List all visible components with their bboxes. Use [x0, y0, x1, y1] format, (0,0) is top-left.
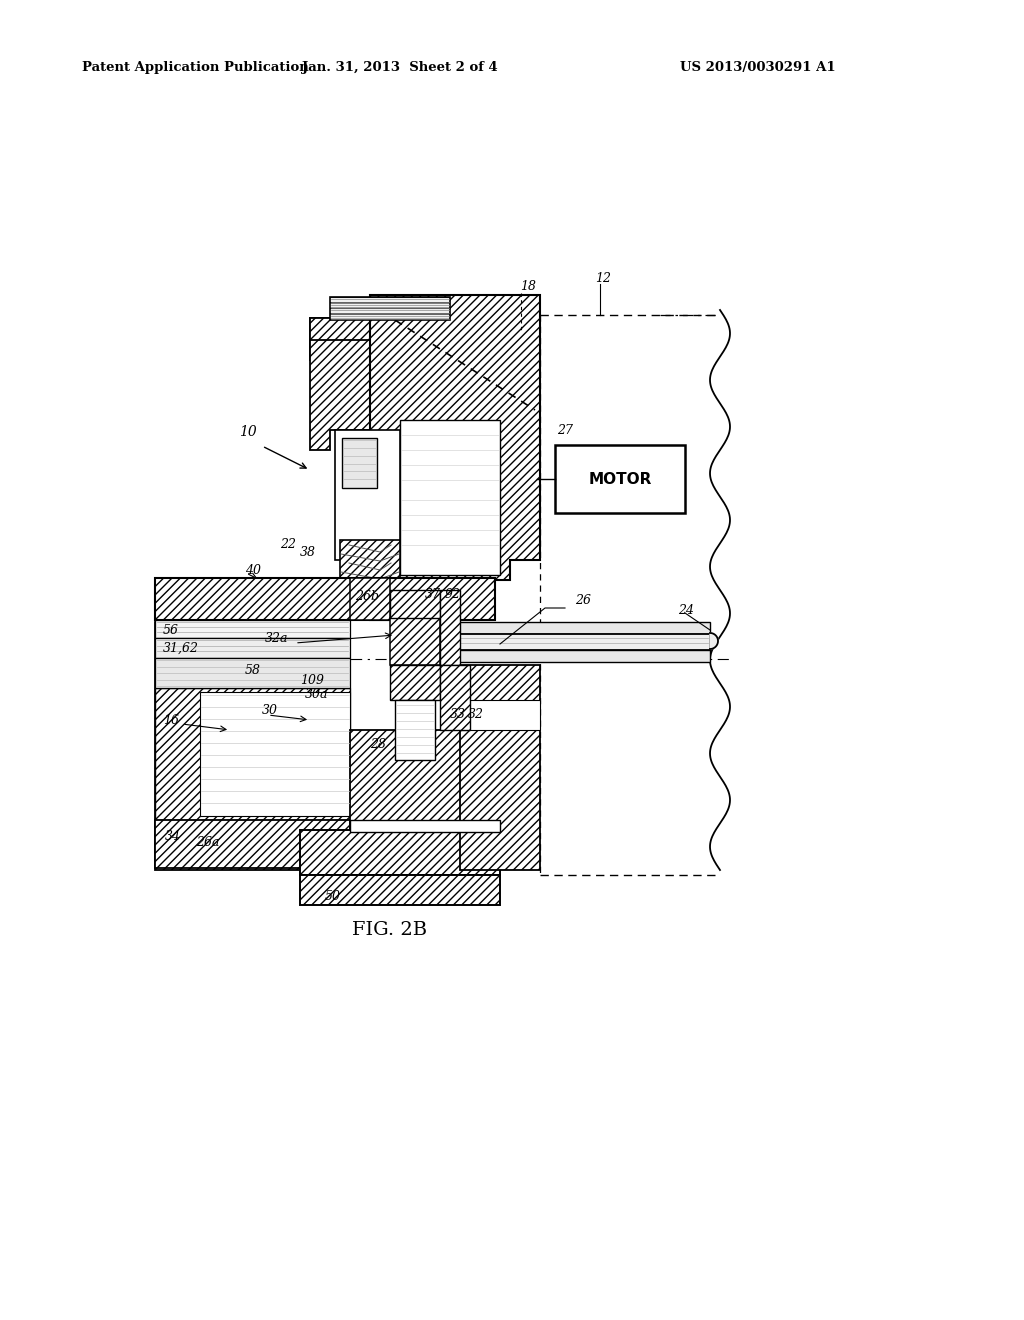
Bar: [342, 438, 377, 488]
Polygon shape: [440, 590, 460, 665]
Bar: [440, 622, 710, 634]
Text: US 2013/0030291 A1: US 2013/0030291 A1: [680, 62, 836, 74]
Text: Jan. 31, 2013  Sheet 2 of 4: Jan. 31, 2013 Sheet 2 of 4: [302, 62, 498, 74]
Text: Patent Application Publication: Patent Application Publication: [82, 62, 309, 74]
Polygon shape: [390, 618, 440, 665]
Text: 22: 22: [280, 539, 296, 552]
Bar: [155, 620, 350, 638]
Bar: [200, 692, 350, 816]
Text: 56: 56: [163, 623, 179, 636]
Bar: [335, 430, 400, 560]
Bar: [395, 700, 435, 760]
Text: 26: 26: [575, 594, 591, 606]
Text: 50: 50: [325, 891, 341, 903]
Text: 109: 109: [300, 673, 324, 686]
Text: 38: 38: [300, 546, 316, 560]
Polygon shape: [310, 318, 470, 360]
Bar: [155, 638, 350, 657]
Text: 32a: 32a: [265, 631, 289, 644]
Text: 26a: 26a: [196, 836, 219, 849]
Bar: [555, 445, 685, 513]
Text: 10: 10: [240, 425, 257, 440]
Bar: [155, 820, 350, 869]
Bar: [300, 875, 500, 906]
Text: 12: 12: [595, 272, 611, 285]
Bar: [400, 420, 500, 576]
Text: 34: 34: [165, 830, 181, 843]
Text: FIG. 2B: FIG. 2B: [352, 921, 428, 939]
Polygon shape: [155, 688, 350, 820]
Polygon shape: [350, 578, 390, 620]
Text: 18: 18: [520, 281, 536, 293]
Polygon shape: [155, 622, 350, 870]
Polygon shape: [340, 540, 400, 601]
Bar: [155, 657, 350, 688]
Text: 16: 16: [163, 714, 179, 726]
Text: 40: 40: [245, 564, 261, 577]
Polygon shape: [440, 665, 470, 730]
Text: 92: 92: [445, 589, 461, 602]
Bar: [350, 820, 500, 832]
Text: 26b: 26b: [355, 590, 379, 603]
Text: 58: 58: [245, 664, 261, 676]
Text: MOTOR: MOTOR: [589, 471, 651, 487]
Text: 24: 24: [678, 603, 694, 616]
Text: 31,62: 31,62: [163, 642, 199, 655]
Bar: [460, 665, 540, 870]
Text: 32: 32: [468, 709, 484, 722]
Bar: [440, 634, 710, 649]
Text: 27: 27: [557, 424, 573, 437]
Text: 28: 28: [370, 738, 386, 751]
Polygon shape: [390, 665, 440, 700]
Text: 37: 37: [425, 589, 441, 602]
Bar: [440, 649, 710, 663]
Text: 30a: 30a: [305, 689, 329, 701]
Polygon shape: [390, 590, 440, 618]
Polygon shape: [370, 294, 540, 620]
Bar: [350, 730, 500, 830]
Text: 30: 30: [262, 704, 278, 717]
Polygon shape: [710, 634, 718, 649]
Polygon shape: [310, 341, 370, 450]
Polygon shape: [330, 297, 450, 319]
Bar: [155, 578, 495, 620]
Bar: [300, 830, 500, 875]
Text: 33: 33: [450, 709, 466, 722]
Polygon shape: [310, 294, 540, 360]
Bar: [460, 700, 540, 730]
